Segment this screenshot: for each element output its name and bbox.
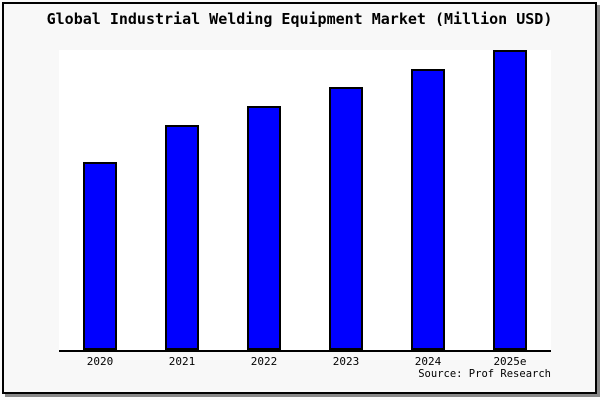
- x-axis-line: [59, 350, 551, 352]
- source-label: Source: Prof Research: [418, 368, 551, 380]
- chart-title: Global Industrial Welding Equipment Mark…: [46, 10, 553, 28]
- bar-2021: [165, 125, 199, 350]
- bar-2020: [83, 162, 117, 350]
- x-tick-label-2024: 2024: [414, 355, 442, 368]
- x-axis-labels: 2020 2021 2022 2023 2024 2025e: [59, 355, 551, 368]
- bar-slot-2024: [387, 50, 469, 350]
- bar-slot-2023: [305, 50, 387, 350]
- x-tick-label-2021: 2021: [168, 355, 196, 368]
- bar-slot-2025e: [469, 50, 551, 350]
- chart-frame: Global Industrial Welding Equipment Mark…: [2, 2, 597, 394]
- x-tick-label-2020: 2020: [86, 355, 114, 368]
- bars: [59, 50, 551, 350]
- bar-2024: [411, 69, 445, 350]
- bar-2025e: [493, 50, 527, 350]
- plot-area: [59, 50, 551, 350]
- bar-slot-2022: [223, 50, 305, 350]
- x-tick-label-2025e: 2025e: [493, 355, 527, 368]
- bar-2022: [247, 106, 281, 350]
- bar-2023: [329, 87, 363, 350]
- x-tick-label-2022: 2022: [250, 355, 278, 368]
- bar-slot-2021: [141, 50, 223, 350]
- bar-slot-2020: [59, 50, 141, 350]
- x-tick-label-2023: 2023: [332, 355, 360, 368]
